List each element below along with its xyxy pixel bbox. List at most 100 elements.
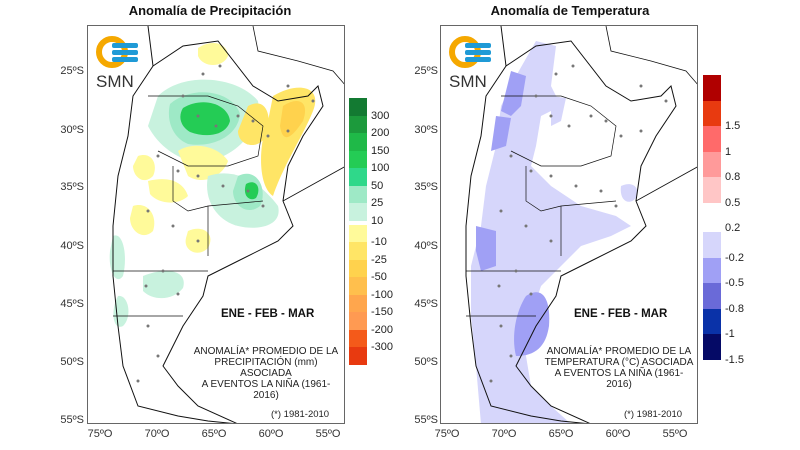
legend-swatch [349, 277, 367, 295]
lon-label: 65ºO [201, 428, 227, 440]
lon-label: 70ºO [491, 428, 517, 440]
legend-swatch [703, 257, 721, 283]
legend-label: -300 [371, 341, 394, 353]
legend-swatch [349, 242, 367, 260]
legend-label: -0.5 [725, 277, 744, 289]
legend-label: -0.2 [725, 251, 744, 264]
legend-swatch [349, 115, 367, 133]
legend-swatch [703, 202, 721, 228]
legend-swatch [349, 259, 367, 277]
station-points [489, 64, 668, 383]
description-line: TEMPERATURA (°C) ASOCIADA [544, 357, 694, 368]
precipitation-panel: Anomalía de Precipitación 25ºS 30ºS 35ºS… [60, 3, 394, 440]
legend-label: -100 [371, 288, 394, 301]
anomaly-shading [471, 41, 638, 423]
legend-label: 100 [371, 162, 390, 174]
lon-label: 75ºO [434, 428, 460, 440]
legend-swatch [703, 151, 721, 177]
temperature-panel: Anomalía de Temperatura 25ºS 30ºS 35ºS 4… [400, 0, 800, 450]
lon-label: 70ºO [144, 428, 170, 440]
description-line: PRECIPITACIÓN (mm) ASOCIADA [214, 357, 318, 379]
lon-label: 55ºO [315, 428, 341, 440]
legend-swatch [349, 347, 367, 365]
legend-swatch [703, 308, 721, 334]
map-description: ANOMALÍA* PROMEDIO DE LA TEMPERATURA (°C… [544, 346, 694, 390]
legend-label: -150 [371, 306, 394, 318]
map-description: ANOMALÍA* PROMEDIO DE LA PRECIPITACIÓN (… [191, 346, 341, 401]
smn-logo: SMN [447, 34, 497, 94]
reference-period: (*) 1981-2010 [271, 409, 330, 420]
legend-swatch [349, 150, 367, 168]
legend-label: -0.8 [725, 302, 744, 315]
legend-label: 300 [371, 109, 390, 122]
country-borders [112, 26, 344, 423]
legend-swatch [349, 168, 367, 186]
lon-label: 65ºO [548, 428, 574, 440]
lat-label: 30ºS [414, 124, 438, 136]
legend-swatch [703, 283, 721, 309]
legend-swatch [349, 224, 367, 242]
precipitation-map: SMN ENE - FEB - MAR ANOMALÍA* PROMEDIO D… [87, 25, 345, 424]
lat-label: 30ºS [60, 124, 84, 136]
legend-swatch [703, 126, 721, 152]
lat-label: 25ºS [60, 65, 84, 77]
anomaly-shading [109, 42, 316, 327]
legend-swatch [349, 133, 367, 151]
description-line: ANOMALÍA* PROMEDIO DE LA [546, 346, 692, 357]
legend-swatch [703, 232, 721, 258]
legend-label: 25 [371, 197, 384, 209]
legend-label: 1 [725, 145, 732, 158]
reference-period: (*) 1981-2010 [624, 409, 683, 420]
legend-label: 0.2 [725, 222, 741, 234]
legend-label: 0.8 [725, 171, 741, 183]
smn-logo: SMN [94, 34, 144, 94]
logo-text: SMN [96, 72, 134, 91]
legend-label: 0.5 [725, 196, 741, 209]
panel-title: Anomalía de Temperatura [490, 3, 650, 18]
legend-swatch [349, 185, 367, 203]
legend-swatch [349, 203, 367, 221]
lon-label: 60ºO [258, 428, 284, 440]
legend-label: -1.5 [725, 353, 744, 366]
lat-label: 40ºS [414, 240, 438, 252]
legend-swatch [349, 294, 367, 312]
legend-swatch [703, 75, 721, 101]
station-points [136, 64, 315, 383]
lat-label: 45ºS [60, 298, 84, 310]
lat-label: 50ºS [60, 356, 84, 368]
lat-label: 45ºS [414, 298, 438, 310]
legend-label: 150 [371, 144, 390, 157]
legend-label: 10 [371, 214, 384, 227]
temperature-map: SMN ENE - FEB - MAR ANOMALÍA* PROMEDIO D… [440, 25, 698, 424]
legend-swatch [703, 100, 721, 126]
lat-label: 50ºS [414, 356, 438, 368]
legend-swatch [703, 177, 721, 203]
legend-label: 1.5 [725, 120, 741, 132]
lat-label: 55ºS [414, 414, 438, 426]
legend-label: -200 [371, 323, 394, 336]
precipitation-map-svg [109, 26, 344, 423]
legend-swatch [349, 329, 367, 347]
lat-label: 25ºS [414, 65, 438, 77]
lat-label: 55ºS [60, 414, 84, 426]
logo-text: SMN [449, 72, 487, 91]
country-borders [465, 26, 697, 423]
lon-label: 55ºO [662, 428, 688, 440]
description-line: A EVENTOS LA NIÑA (1961-2016) [554, 368, 684, 390]
lat-label: 35ºS [414, 181, 438, 193]
temperature-map-svg [465, 26, 697, 423]
season-label: ENE - FEB - MAR [574, 308, 668, 320]
legend-label: 50 [371, 179, 384, 192]
season-label: ENE - FEB - MAR [221, 308, 315, 320]
panel-title: Anomalía de Precipitación [128, 3, 292, 18]
legend-label: -1 [725, 328, 735, 340]
legend-label: -10 [371, 236, 387, 248]
description-line: A EVENTOS LA NIÑA (1961-2016) [201, 379, 331, 401]
legend-label: -50 [371, 271, 387, 283]
lat-label: 40ºS [60, 240, 84, 252]
lon-label: 60ºO [605, 428, 631, 440]
lon-label: 75ºO [87, 428, 113, 440]
description-line: ANOMALÍA* PROMEDIO DE LA [193, 346, 339, 357]
legend-label: 200 [371, 127, 390, 139]
legend-label: -25 [371, 253, 387, 266]
